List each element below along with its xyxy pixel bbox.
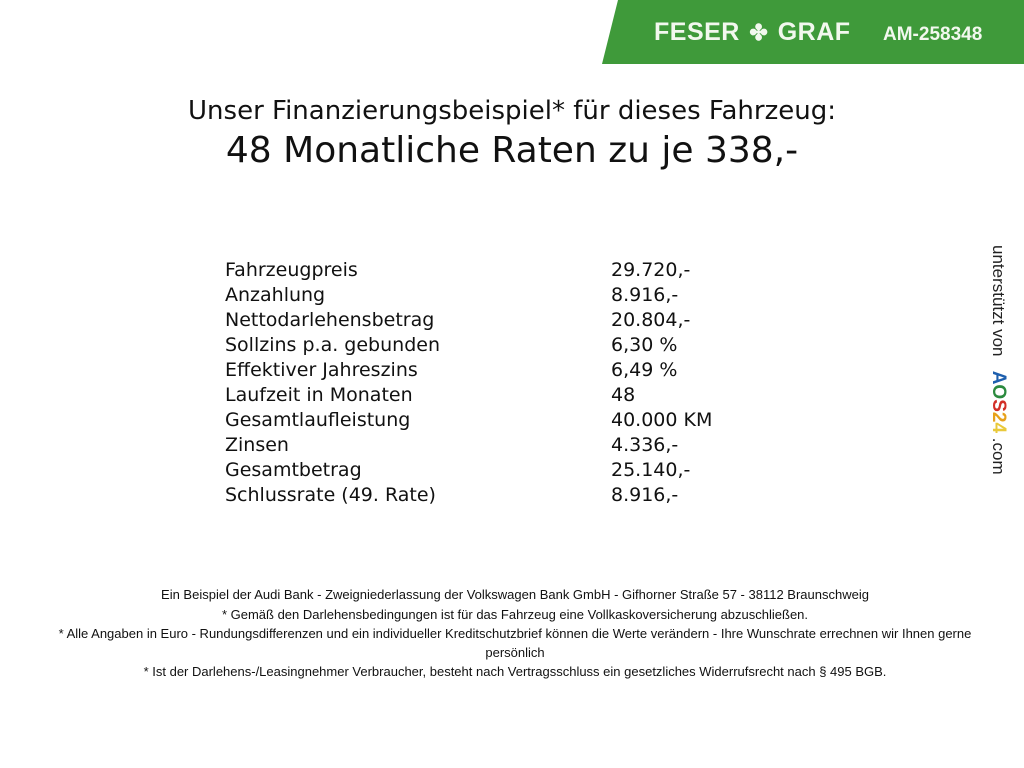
footer-note: * Alle Angaben in Euro - Rundungsdiffere… (58, 626, 972, 660)
row-value: 8.916,- (611, 284, 679, 306)
table-row: Fahrzeugpreis 29.720,- (225, 258, 690, 283)
table-row: Zinsen 4.336,- (225, 433, 678, 458)
table-row: Effektiver Jahreszins 6,49 % (225, 358, 677, 383)
table-row: Gesamtlaufleistung 40.000 KM (225, 408, 712, 433)
row-label: Effektiver Jahreszins (225, 359, 418, 381)
table-row: Laufzeit in Monaten 48 (225, 383, 635, 408)
table-row: Gesamtbetrag 25.140,- (225, 458, 690, 483)
supported-by: unterstützt von AOS24 .com (987, 245, 1009, 475)
row-value: 6,30 % (611, 334, 678, 356)
logo-suffix: .com (989, 437, 1008, 475)
row-value: 6,49 % (611, 359, 678, 381)
clover-icon: ✤ (749, 20, 769, 45)
row-label: Anzahlung (225, 284, 326, 306)
title-line-1: Unser Finanzierungsbeispiel* für dieses … (188, 96, 836, 126)
row-value: 20.804,- (611, 309, 691, 331)
row-label: Schlussrate (49. Rate) (225, 484, 436, 506)
row-value: 8.916,- (611, 484, 679, 506)
row-value: 25.140,- (611, 459, 691, 481)
row-label: Laufzeit in Monaten (225, 384, 413, 406)
brand-banner (602, 0, 1024, 64)
footer-note: * Gemäß den Darlehensbedingungen ist für… (221, 606, 809, 622)
row-label: Gesamtbetrag (225, 459, 362, 481)
row-label: Fahrzeugpreis (225, 259, 358, 281)
brand-logo: FESER ✤ GRAF (654, 18, 851, 47)
row-value: 4.336,- (611, 434, 679, 456)
table-row: Nettodarlehensbetrag 20.804,- (225, 308, 690, 333)
row-value: 29.720,- (611, 259, 691, 281)
row-value: 48 (611, 384, 636, 406)
row-label: Nettodarlehensbetrag (225, 309, 435, 331)
title-line-2: 48 Monatliche Raten zu je 338,- (225, 130, 799, 171)
aos24-logo: AOS24 (988, 370, 1009, 434)
row-label: Zinsen (225, 434, 289, 456)
brand-name-2: GRAF (777, 18, 851, 46)
row-value: 40.000 KM (611, 409, 713, 431)
supported-by-text: unterstützt von (989, 245, 1008, 357)
brand-name: FESER (654, 18, 740, 46)
table-row: Sollzins p.a. gebunden 6,30 % (225, 333, 677, 358)
footer-notes: Ein Beispiel der Audi Bank - Zweignieder… (40, 586, 990, 683)
table-row: Schlussrate (49. Rate) 8.916,- (225, 483, 678, 508)
row-label: Gesamtlaufleistung (225, 409, 411, 431)
footer-note: * Ist der Darlehens-/Leasingnehmer Verbr… (143, 664, 887, 679)
footer-note: Ein Beispiel der Audi Bank - Zweignieder… (161, 587, 869, 602)
reference-number: AM-258348 (883, 24, 983, 45)
row-label: Sollzins p.a. gebunden (225, 334, 440, 356)
table-row: Anzahlung 8.916,- (225, 283, 678, 308)
